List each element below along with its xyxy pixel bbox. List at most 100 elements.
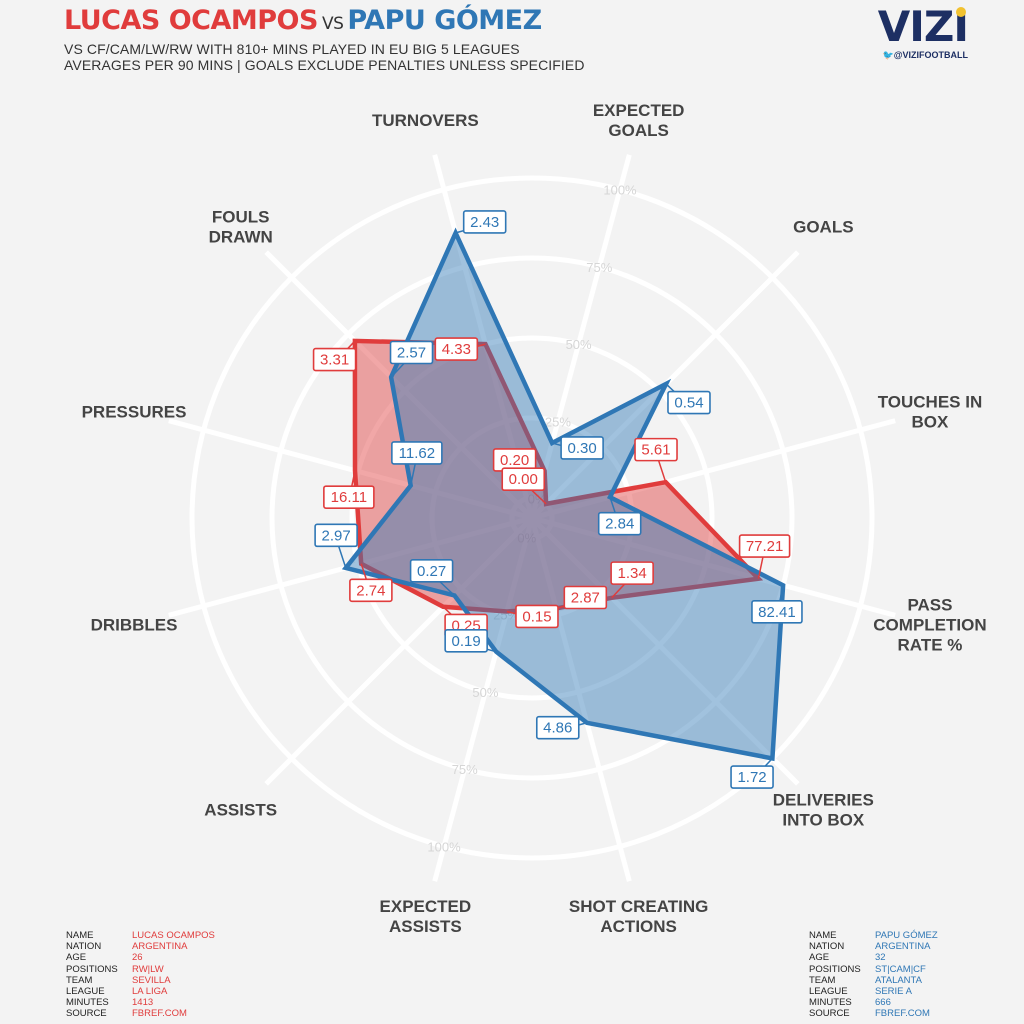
- series-2-value-label: 2.84: [605, 516, 634, 533]
- twitter-handle: @VIZIFOOTBALL: [893, 50, 968, 60]
- player1-info-key: AGE: [66, 952, 87, 964]
- grid-spoke: [529, 517, 632, 882]
- series-1-value-label: 4.33: [442, 341, 471, 358]
- value-label-box: [560, 436, 604, 460]
- axis-label-line: DRAWN: [209, 228, 273, 247]
- player2-info-key: AGE: [809, 952, 830, 964]
- grid-ring: [189, 175, 875, 861]
- series-2-value-label: 0.27: [417, 563, 446, 580]
- player1-info-key: TEAM: [66, 974, 93, 986]
- grid-spoke: [168, 515, 533, 618]
- axis-label-line: INTO BOX: [782, 810, 865, 829]
- grid-spoke: [168, 418, 533, 521]
- value-label-box: [323, 485, 375, 509]
- logo-wordmark: VIZI: [877, 2, 969, 51]
- series-1-value-label: 2.87: [571, 589, 600, 606]
- value-label-box: [535, 715, 580, 740]
- value-label-box: [434, 337, 479, 361]
- axis-label-line: PASS: [907, 596, 952, 615]
- player2-info-row: NAME PAPU GÓMEZ: [809, 930, 938, 941]
- series-2-value-label: 11.62: [399, 445, 435, 462]
- ring-label: 0%: [528, 492, 547, 507]
- player1-info-value: 26: [132, 952, 143, 964]
- grid-spoke: [530, 516, 800, 786]
- ring-label: 25%: [545, 414, 571, 429]
- player2-info-key: POSITIONS: [809, 963, 861, 975]
- axis-label-line: GOALS: [793, 218, 853, 237]
- grid-ring: [349, 335, 715, 701]
- player2-info-key: MINUTES: [809, 997, 852, 1009]
- ring-label: 75%: [586, 260, 612, 275]
- axis-label-line: DRIBBLES: [91, 616, 178, 635]
- axis-label-line: SHOT CREATING: [569, 897, 708, 916]
- radar-series: [341, 227, 786, 762]
- axis-label-line: GOALS: [608, 121, 668, 140]
- subtitle-line2: AVERAGES PER 90 MINS | GOALS EXCLUDE PEN…: [64, 57, 585, 73]
- value-label-box: [462, 210, 507, 234]
- player2-info-value: FBREF.COM: [875, 1008, 930, 1020]
- series-1-value-label: 0.20: [500, 452, 529, 469]
- player1-info-row: POSITIONS RW|LW: [66, 964, 215, 975]
- player2-info-table: NAME PAPU GÓMEZ NATION ARGENTINA AGE 32 POSITI…: [809, 930, 938, 1020]
- value-label-box: [501, 467, 546, 492]
- series-1-value-label: 3.31: [320, 352, 349, 369]
- ring-label: 0%: [517, 530, 536, 545]
- value-label-box: [314, 523, 358, 548]
- player1-info-key: LEAGUE: [66, 986, 105, 998]
- axis-label: GOALS: [793, 218, 853, 237]
- value-label-box: [391, 441, 443, 465]
- player2-info-value: 32: [875, 952, 886, 964]
- player1-info-row: AGE 26: [66, 952, 215, 963]
- ring-label: 50%: [472, 685, 498, 700]
- vizi-logo: VIZI 🐦@VIZIFOOTBALL: [878, 6, 969, 61]
- axis-label-line: DELIVERIES: [773, 790, 874, 809]
- axis-label-line: ASSISTS: [389, 917, 462, 936]
- player2-info-row: NATION ARGENTINA: [809, 941, 938, 952]
- chart-title: LUCAS OCAMPOS VS PAPU GÓMEZ: [64, 4, 585, 41]
- axis-label: PRESSURES: [82, 402, 187, 421]
- logo-handle: 🐦@VIZIFOOTBALL: [878, 50, 969, 61]
- ring-label: 100%: [427, 839, 461, 854]
- series-2-value-label: 2.43: [470, 214, 499, 231]
- player1-info-row: NAME LUCAS OCAMPOS: [66, 930, 215, 941]
- series-2-value-label: 0.19: [452, 633, 481, 650]
- value-label-box: [312, 347, 357, 372]
- value-label-box: [730, 765, 774, 789]
- series-2-value-label: 82.41: [758, 604, 796, 621]
- value-label-box: [751, 600, 803, 624]
- player2-info-row: AGE 32: [809, 952, 938, 963]
- value-label-box: [634, 437, 678, 462]
- series-2-value-label: 0.30: [568, 440, 597, 457]
- axis-label-line: BOX: [912, 412, 950, 431]
- axis-label-line: EXPECTED: [593, 101, 685, 120]
- series-2-polygon: [341, 227, 786, 762]
- player1-info-row: MINUTES 1413: [66, 997, 215, 1008]
- player1-info-key: SOURCE: [66, 1008, 107, 1020]
- value-label-box: [389, 340, 434, 365]
- axis-label-line: COMPLETION: [873, 616, 986, 635]
- player1-info-row: NATION ARGENTINA: [66, 941, 215, 952]
- player2-info-value: ATALANTA: [875, 974, 922, 986]
- axis-label-line: ASSISTS: [204, 800, 277, 819]
- axis-label: EXPECTED GOALS: [593, 101, 685, 140]
- player1-info-table: NAME LUCAS OCAMPOS NATION ARGENTINA AGE 26 POS…: [66, 930, 215, 1020]
- series-1-value-label: 5.61: [641, 442, 670, 459]
- axis-label-line: ACTIONS: [600, 917, 677, 936]
- player2-info-row: POSITIONS ST|CAM|CF: [809, 964, 938, 975]
- series-2-value-label: 1.72: [737, 769, 766, 786]
- value-label-box: [667, 390, 711, 415]
- grid-spoke: [529, 154, 632, 519]
- player2-info-value: 666: [875, 997, 891, 1009]
- axis-label: DRIBBLES: [91, 616, 178, 635]
- series-1-value-label: 16.11: [331, 489, 367, 506]
- player2-info-value: SERIE A: [875, 986, 912, 998]
- player1-info-key: MINUTES: [66, 997, 109, 1009]
- logo-text: VIZI: [878, 6, 969, 48]
- ring-labels: 0%0%25%25%50%50%75%75%100%100%: [427, 183, 637, 855]
- series-1-value-label: 1.34: [618, 565, 647, 582]
- value-label-box: [409, 559, 454, 583]
- series-1-value-label: 2.74: [356, 582, 385, 599]
- axis-label: TURNOVERS: [372, 111, 479, 130]
- value-label-box: [563, 585, 608, 610]
